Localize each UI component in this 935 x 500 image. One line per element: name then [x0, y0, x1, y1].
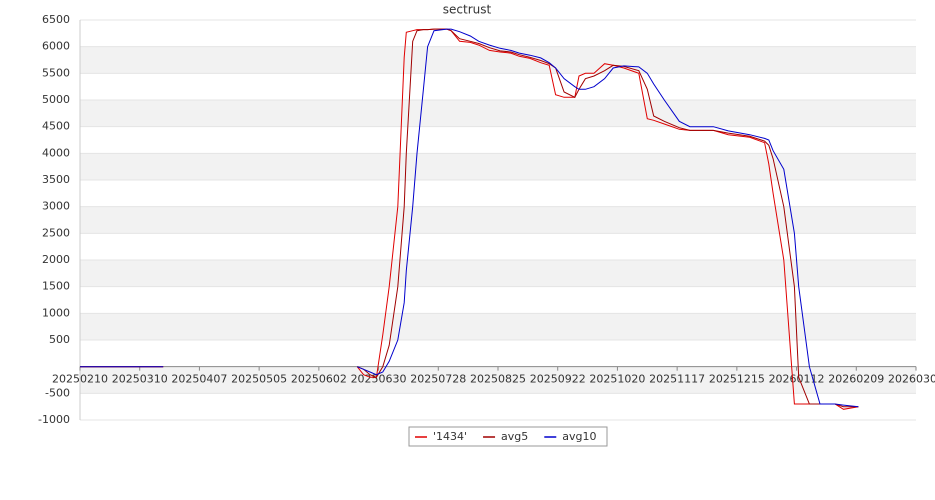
series-line [80, 28, 859, 408]
grid-band [80, 206, 916, 234]
legend-label: '1434' [433, 430, 467, 443]
y-tick-label: 5000 [42, 93, 70, 106]
legend-box [408, 426, 608, 447]
x-tick-label: 20250922 [530, 373, 586, 386]
grid-band [80, 260, 916, 287]
chart-title: sectrust [443, 3, 492, 17]
x-tick-label: 20250728 [410, 373, 466, 386]
y-tick-label: 2000 [42, 253, 70, 266]
x-tick-label: 20250602 [291, 373, 347, 386]
y-tick-label: 1000 [42, 306, 70, 319]
grid-band [80, 100, 916, 127]
x-tick-label: 20250505 [231, 373, 287, 386]
x-tick-label: 20250630 [351, 373, 407, 386]
x-tick-label: 20251117 [649, 373, 705, 386]
x-tick-label: 20251215 [709, 373, 765, 386]
grid-band [80, 366, 916, 394]
x-tick-label: 20251020 [589, 373, 645, 386]
y-tick-label: -500 [45, 386, 70, 399]
y-tick-label: 4000 [42, 146, 70, 159]
x-tick-label: 20250825 [470, 373, 526, 386]
y-tick-label: 6500 [42, 13, 70, 26]
legend-label: avg10 [562, 430, 596, 443]
x-tick-label: 20250407 [171, 373, 227, 386]
y-tick-label: 1500 [42, 280, 70, 293]
x-tick-label: 20260112 [769, 373, 825, 386]
grid-band [80, 313, 916, 340]
y-tick-label: 3000 [42, 200, 70, 213]
x-tick-label: 20250310 [112, 373, 168, 386]
x-tick-label: 20250210 [52, 373, 108, 386]
y-tick-label: 4500 [42, 120, 70, 133]
y-tick-label: -1000 [38, 413, 70, 426]
y-tick-label: 2500 [42, 226, 70, 239]
y-tick-label: 5500 [42, 66, 70, 79]
grid-band [80, 46, 916, 74]
grid-band [80, 153, 916, 180]
y-tick-label: 3500 [42, 173, 70, 186]
y-tick-label: 6000 [42, 40, 70, 53]
legend-label: avg5 [501, 430, 528, 443]
x-tick-label: 20260209 [828, 373, 884, 386]
y-tick-label: 500 [49, 333, 70, 346]
x-tick-label: 20260309 [888, 373, 935, 386]
